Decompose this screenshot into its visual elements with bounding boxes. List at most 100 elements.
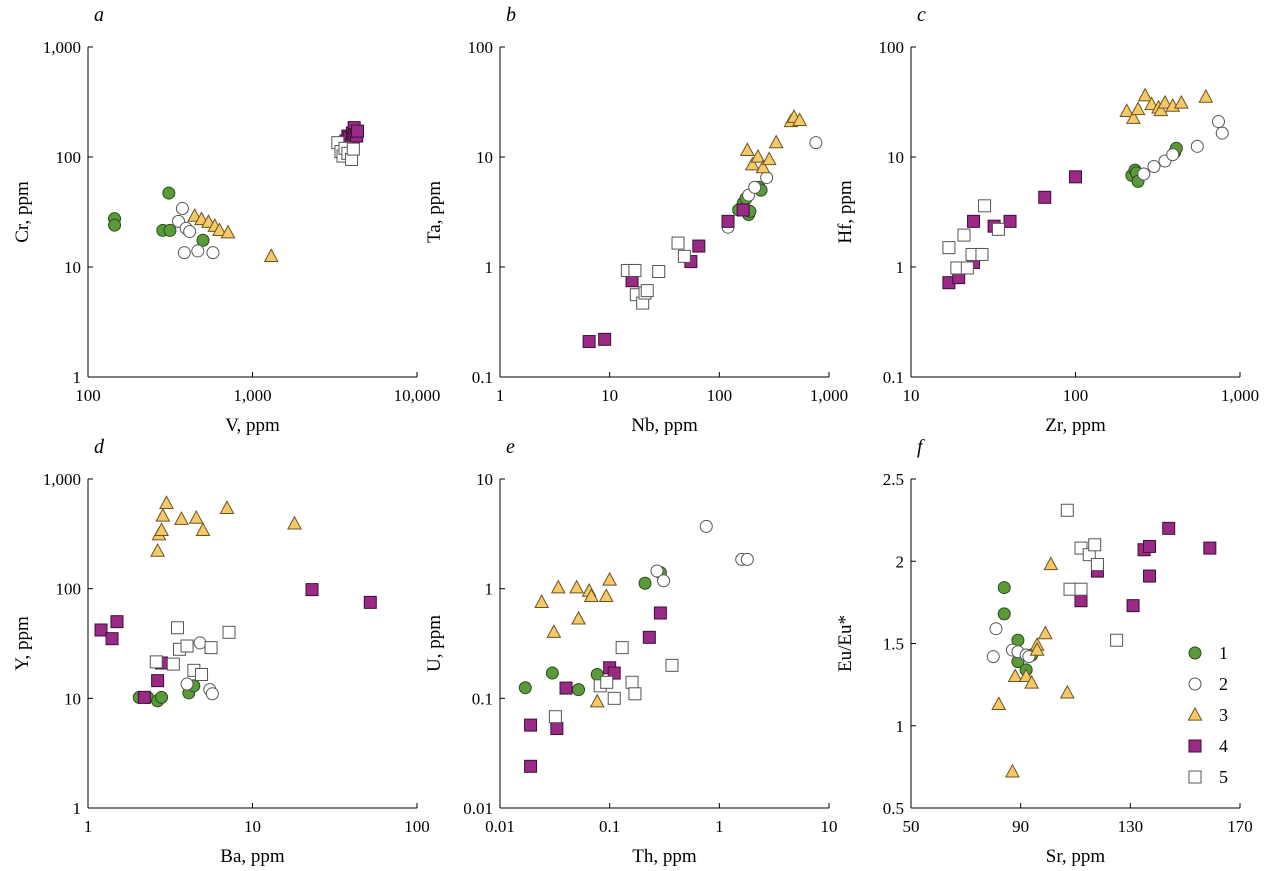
data-point-group-1-0 — [997, 581, 1011, 595]
series-5 — [331, 136, 360, 166]
y-tick-label: 10 — [476, 148, 493, 167]
series-3 — [1119, 87, 1214, 124]
panel-f: 50 90 130 170 0.5 1 1.5 2 2.5 Sr, ppm Eu/Eu* f — [835, 436, 1253, 867]
data-point-group-3-1 — [1125, 110, 1141, 124]
y-tick-label: 10 — [476, 470, 493, 489]
x-tick-label: 1 — [84, 817, 93, 836]
data-point-group-legend-5-0 — [1188, 770, 1202, 784]
y-axis-label: U, ppm — [424, 615, 445, 672]
data-point-group-4-1 — [524, 759, 538, 773]
data-point-group-4-5 — [692, 239, 706, 253]
data-point-group-3-6 — [188, 509, 204, 524]
data-point-group-5-8 — [677, 249, 691, 263]
y-tick-label: 0.1 — [472, 368, 493, 387]
data-point-group-3-2 — [1130, 101, 1146, 116]
data-point-group-2-0 — [1137, 167, 1151, 181]
data-point-group-3-9 — [1059, 684, 1075, 699]
data-point-group-3-0 — [1119, 103, 1135, 117]
panel-c: 10 100 1,000 0.1 1 10 100 Zr, ppm Hf, ppm c — [835, 4, 1259, 436]
y-tick-label: 0.1 — [883, 368, 904, 387]
data-point-group-4-0 — [94, 623, 108, 637]
x-tick-label: 1,000 — [810, 386, 848, 405]
data-point-group-4-0 — [582, 335, 596, 349]
data-point-group-5-5 — [1088, 538, 1102, 552]
data-point-group-3-2 — [154, 522, 169, 537]
y-axis-label: Ta, ppm — [424, 181, 445, 243]
series-5 — [942, 199, 1005, 275]
data-point-group-4-6 — [642, 630, 656, 644]
legend-label: 2 — [1219, 674, 1228, 694]
x-tick-label: 0.1 — [599, 817, 620, 836]
data-point-group-3-8 — [792, 112, 808, 127]
y-tick-label: 100 — [56, 148, 82, 167]
data-point-group-2-2 — [748, 180, 762, 194]
data-point-group-2-4 — [1190, 139, 1204, 153]
data-point-group-2-3 — [183, 225, 197, 239]
data-point-group-2-5 — [1211, 115, 1225, 129]
data-point-group-legend-3-0 — [1187, 706, 1203, 721]
y-tick-label: 1 — [485, 580, 494, 599]
data-point-group-5-5 — [625, 675, 639, 689]
x-tick-label: 100 — [75, 386, 101, 405]
data-point-group-4-5 — [1143, 569, 1157, 583]
x-axis-label: Nb, ppm — [631, 415, 698, 436]
data-point-group-5-1 — [166, 657, 180, 671]
y-tick-label: 1.5 — [883, 635, 904, 654]
x-tick-label: 1,000 — [1221, 386, 1259, 405]
data-point-group-2-0 — [175, 202, 189, 216]
data-point-group-4-7 — [363, 595, 377, 609]
x-tick-label: 10 — [244, 817, 261, 836]
data-point-group-4-2 — [967, 214, 981, 228]
x-axis-label: V, ppm — [225, 415, 280, 436]
legend: 1 2 3 4 5 — [1187, 643, 1228, 787]
legend-item-4: 4 — [1188, 736, 1228, 756]
data-point-group-3-4 — [761, 151, 777, 166]
data-point-group-1-2 — [572, 683, 586, 697]
data-point-group-2-3 — [1166, 148, 1180, 162]
data-point-group-2-4 — [809, 136, 823, 150]
data-point-group-2-0 — [650, 564, 664, 578]
data-point-group-3-8 — [219, 500, 235, 514]
y-axis-label: Y, ppm — [12, 616, 33, 671]
data-point-group-3-0 — [739, 142, 755, 156]
data-point-group-3-10 — [1198, 89, 1214, 103]
data-point-group-3-6 — [1029, 641, 1045, 656]
x-axis-label: Sr, ppm — [1046, 846, 1106, 867]
data-point-group-2-1 — [1147, 159, 1161, 173]
y-tick-label: 100 — [56, 580, 82, 599]
x-tick-label: 50 — [903, 817, 920, 836]
data-point-group-5-5 — [640, 284, 654, 298]
y-tick-label: 1 — [73, 799, 82, 818]
data-point-group-3-7 — [195, 522, 211, 537]
legend-item-1: 1 — [1188, 643, 1228, 663]
data-point-group-5-6 — [1090, 558, 1104, 572]
data-point-group-5-5 — [975, 247, 989, 261]
data-point-group-4-6 — [721, 214, 735, 228]
y-tick-label: 1 — [896, 717, 905, 736]
series-3 — [150, 495, 302, 557]
data-point-group-3-7 — [1157, 94, 1173, 109]
data-point-group-2-3 — [205, 687, 219, 701]
data-point-group-3-1 — [1005, 763, 1020, 778]
panel-letter: e — [506, 436, 515, 458]
data-point-group-5-2 — [957, 228, 971, 242]
series-2 — [180, 636, 219, 701]
data-point-group-4-6 — [1162, 521, 1176, 535]
data-point-group-5-1 — [1063, 582, 1077, 596]
y-tick-label: 1 — [73, 368, 82, 387]
data-point-group-5-2 — [170, 621, 184, 635]
data-point-group-3-6 — [1153, 102, 1169, 117]
data-point-group-5-0 — [942, 241, 956, 255]
data-point-group-3-6 — [263, 248, 279, 262]
y-tick-label: 1,000 — [43, 470, 81, 489]
data-point-group-5-3 — [960, 261, 974, 275]
data-point-group-3-4 — [159, 495, 174, 509]
data-point-group-3-4 — [571, 610, 586, 625]
y-axis-label: Hf, ppm — [835, 180, 856, 244]
data-point-group-2-4 — [740, 552, 754, 566]
data-point-group-4-2 — [1126, 599, 1140, 613]
data-point-group-5-6 — [978, 199, 992, 213]
data-point-group-2-0 — [989, 622, 1003, 636]
data-point-group-4-7 — [653, 606, 667, 620]
